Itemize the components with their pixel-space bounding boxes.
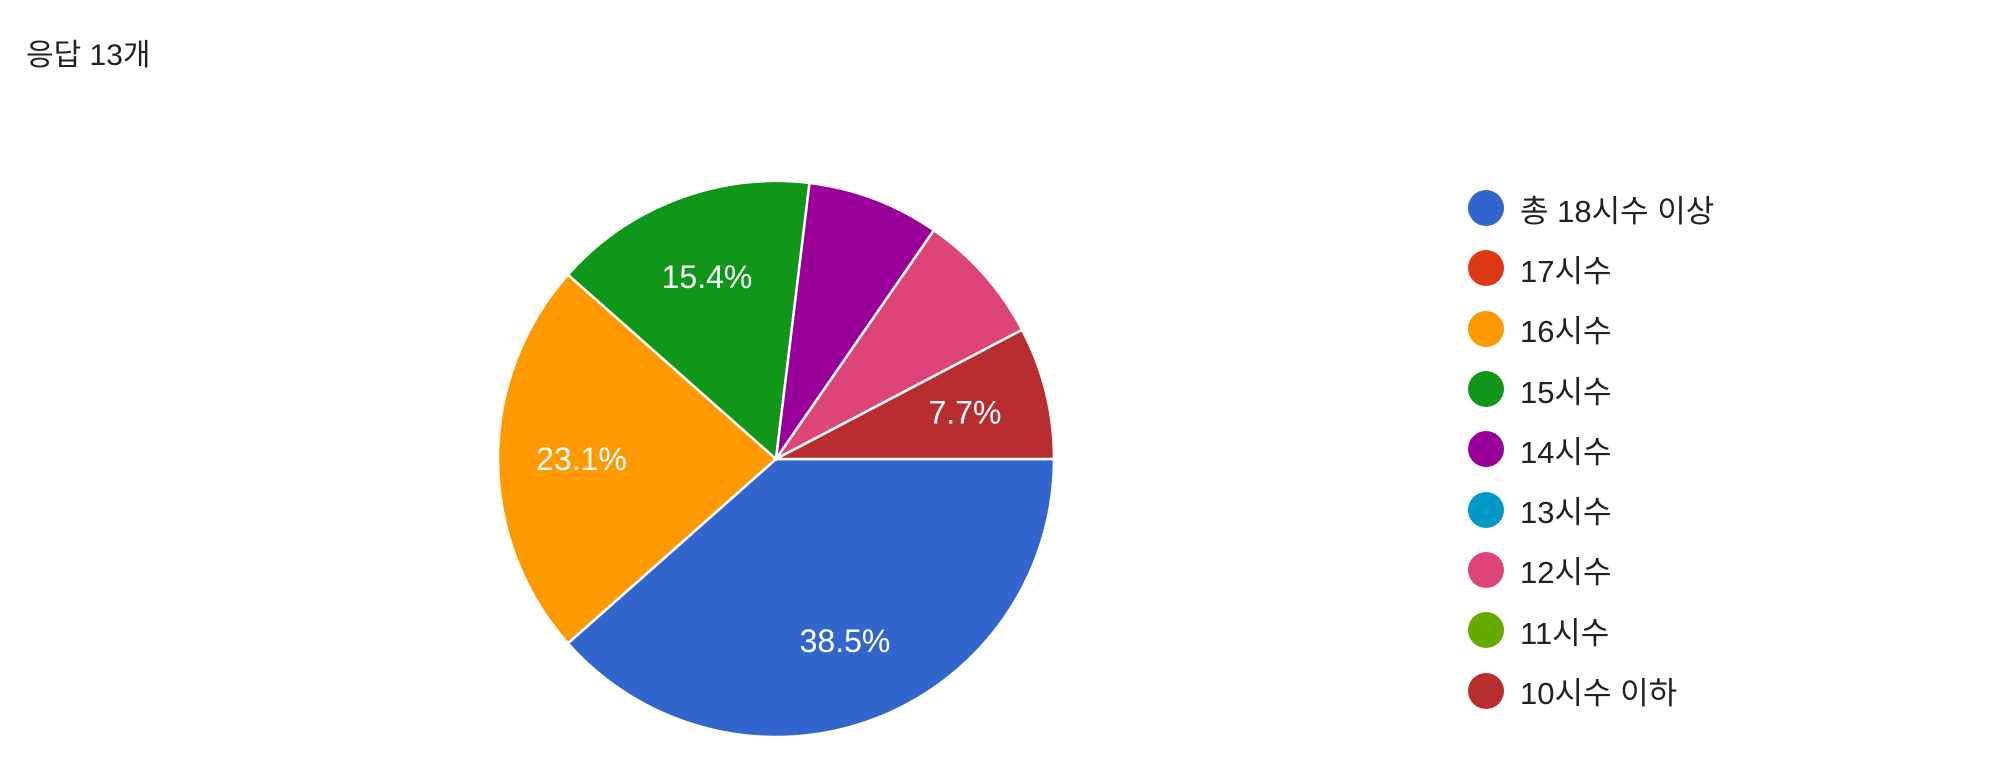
legend-item[interactable]: 10시수 이하	[1468, 660, 1714, 720]
legend-color-dot	[1468, 310, 1504, 347]
legend: 총 18시수 이상 17시수 16시수 15시수 14시수 13시수 12시수 11시수 10시…	[1468, 178, 1714, 721]
legend-color-dot	[1468, 190, 1504, 227]
pie-slice[interactable]	[566, 457, 1056, 739]
legend-label: 15시수	[1520, 374, 1612, 410]
legend-color-dot	[1468, 371, 1504, 408]
pie-slice[interactable]	[774, 181, 936, 460]
legend-item[interactable]: 14시수	[1468, 419, 1714, 479]
legend-label: 12시수	[1520, 555, 1612, 591]
legend-color-dot	[1468, 491, 1504, 528]
slice-percent-label: 23.1%	[536, 441, 627, 477]
legend-color-dot	[1468, 431, 1504, 468]
pie-slice[interactable]	[774, 228, 1024, 461]
slice-percent-label: 15.4%	[662, 259, 753, 295]
legend-label: 17시수	[1520, 253, 1612, 289]
legend-item[interactable]: 13시수	[1468, 479, 1714, 539]
pie-slice[interactable]	[566, 179, 811, 462]
slice-percent-label: 38.5%	[800, 623, 891, 659]
pie-chart: 38.5% 23.1% 15.4% 7.7%	[496, 179, 1056, 739]
legend-color-dot	[1468, 551, 1504, 588]
legend-color-dot	[1468, 250, 1504, 287]
legend-label: 10시수 이하	[1520, 676, 1678, 712]
legend-item[interactable]: 총 18시수 이상	[1468, 178, 1714, 238]
response-count-title: 응답 13개	[26, 39, 151, 72]
legend-item[interactable]: 12시수	[1468, 540, 1714, 600]
legend-item[interactable]: 15시수	[1468, 359, 1714, 419]
legend-label: 16시수	[1520, 314, 1612, 350]
legend-color-dot	[1468, 612, 1504, 649]
pie-slice[interactable]	[775, 328, 1056, 461]
legend-label: 13시수	[1520, 495, 1612, 531]
legend-item[interactable]: 17시수	[1468, 238, 1714, 298]
legend-label: 11시수	[1520, 615, 1610, 651]
legend-label: 14시수	[1520, 434, 1612, 470]
legend-label: 총 18시수 이상	[1520, 193, 1715, 229]
legend-item[interactable]: 16시수	[1468, 299, 1714, 359]
pie-slice[interactable]	[496, 272, 778, 646]
legend-color-dot	[1468, 672, 1504, 709]
legend-item[interactable]: 11시수	[1468, 600, 1714, 660]
slice-percent-label: 7.7%	[928, 394, 1001, 430]
